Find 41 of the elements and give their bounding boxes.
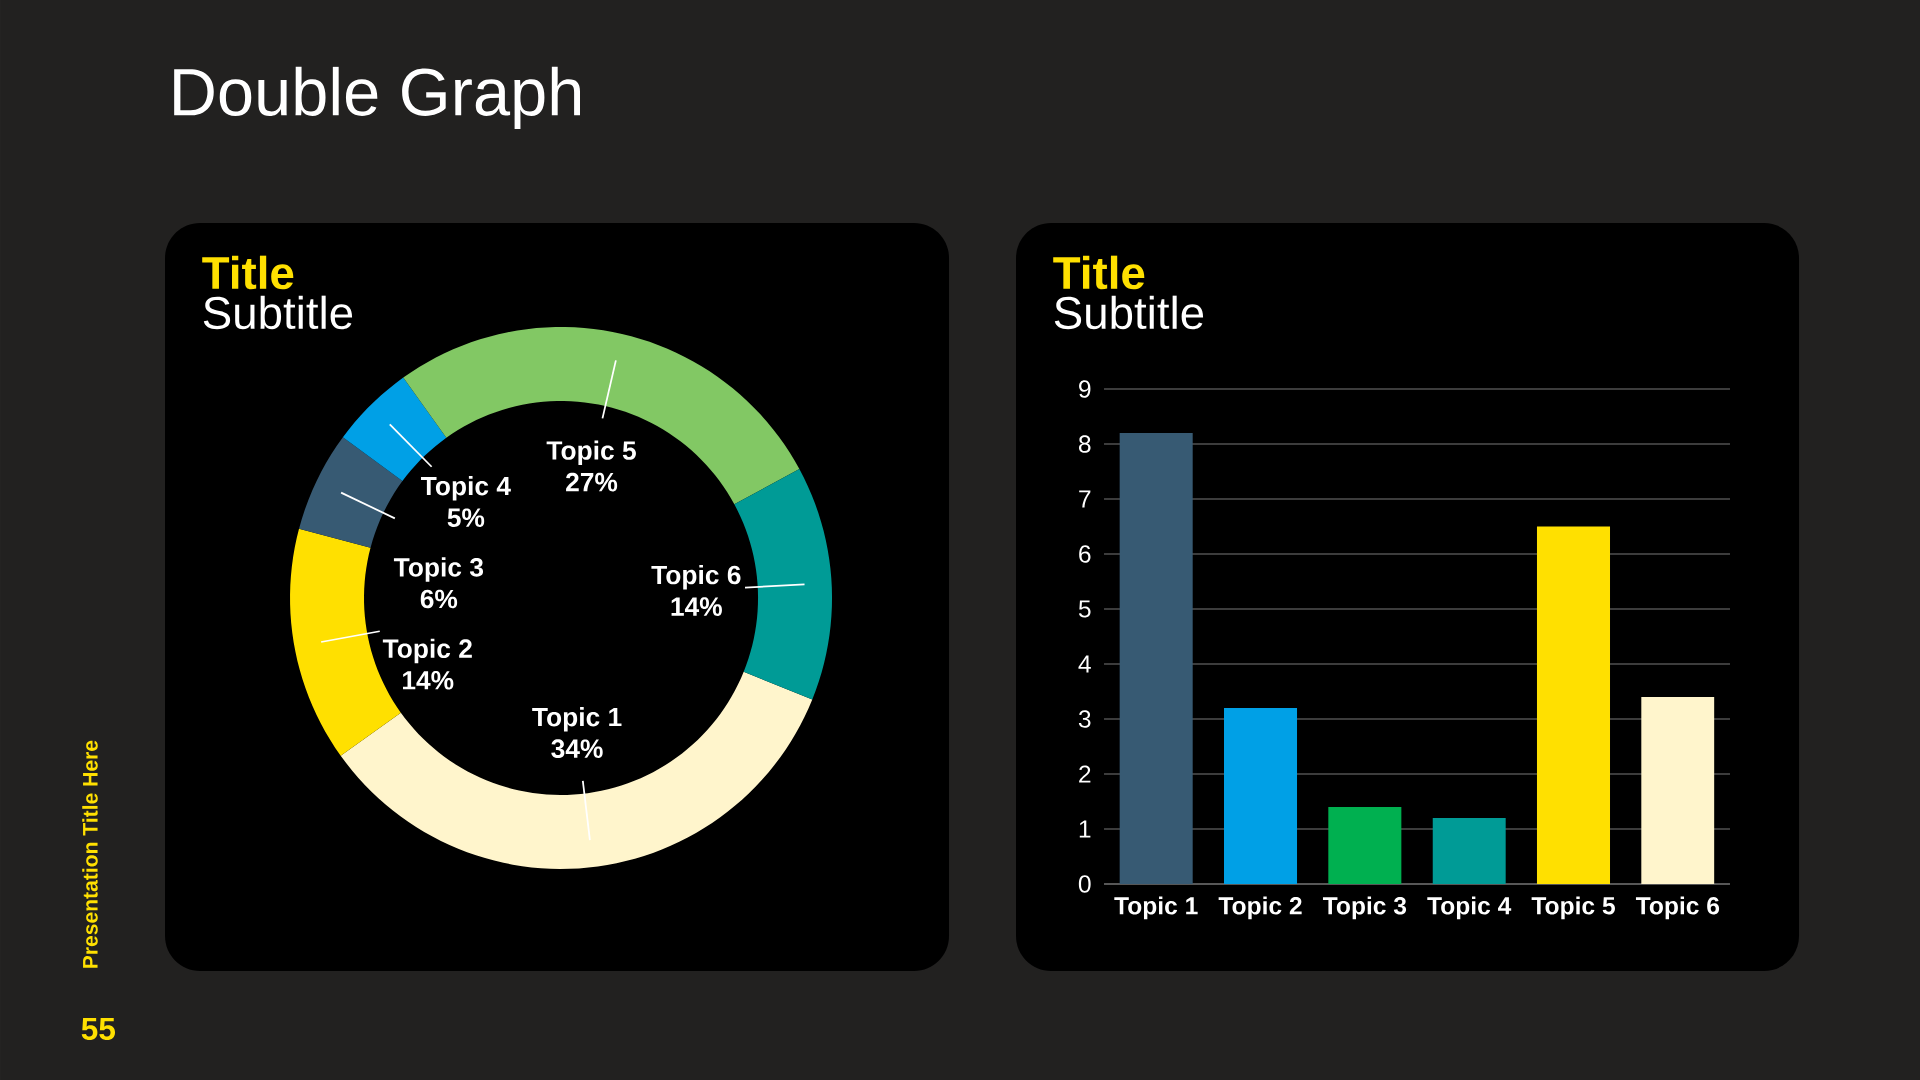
text: 55	[81, 1017, 115, 1041]
y-tick-label: 2	[1079, 765, 1091, 783]
slice-label: Topic 1	[532, 707, 622, 732]
y-tick-label: 6	[1079, 545, 1091, 563]
bar	[1432, 817, 1506, 884]
chart-subtitle: Subtitle	[203, 295, 353, 330]
data-label: 5%	[447, 508, 485, 528]
bar	[1119, 433, 1193, 884]
slice-label: Topic 6	[651, 564, 741, 590]
x-tick-label: Topic 3	[1322, 896, 1407, 920]
y-tick-label: 4	[1078, 655, 1091, 673]
bar	[1641, 696, 1715, 884]
y-tick-label: 7	[1079, 490, 1091, 508]
data-label: 6%	[420, 589, 458, 609]
chart-title: Title	[1053, 255, 1145, 290]
bar	[1224, 707, 1298, 884]
y-tick-label: 9	[1079, 380, 1091, 398]
y-tick-label: 1	[1079, 820, 1091, 838]
x-tick-label: Topic 4	[1427, 896, 1512, 920]
data-label: 14%	[671, 597, 722, 616]
slice-label: Topic 3	[393, 557, 484, 582]
text: Presentation Title Here	[82, 740, 98, 968]
text: Double Graph	[174, 66, 580, 130]
slice-label: Topic 2	[382, 638, 472, 664]
chart-title: Title	[202, 255, 294, 290]
x-tick-label: Topic 6	[1635, 896, 1720, 920]
x-tick-label: Topic 1	[1114, 896, 1198, 920]
slice-label: Topic 4	[420, 476, 511, 501]
y-tick-label: 5	[1078, 600, 1091, 618]
chart-subtitle: Subtitle	[1054, 295, 1204, 330]
data-label: 14%	[403, 671, 454, 690]
bar	[1536, 526, 1611, 884]
x-tick-label: Topic 2	[1218, 896, 1302, 920]
data-label: 27%	[566, 472, 618, 492]
y-tick-label: 0	[1078, 875, 1091, 893]
data-label: 34%	[551, 739, 603, 759]
x-tick-label: Topic 5	[1531, 896, 1615, 920]
y-tick-label: 3	[1078, 710, 1091, 728]
bar	[1328, 806, 1402, 884]
y-tick-label: 8	[1078, 435, 1091, 453]
slice-label: Topic 5	[546, 440, 636, 466]
